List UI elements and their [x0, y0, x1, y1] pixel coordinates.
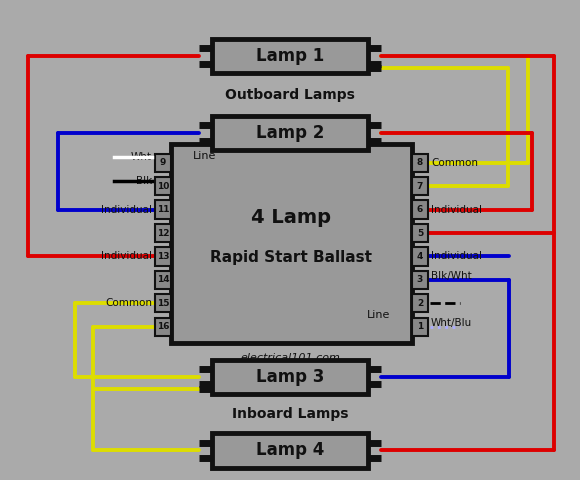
Text: 2: 2 [417, 299, 423, 308]
Text: Individual: Individual [431, 204, 482, 215]
FancyBboxPatch shape [155, 201, 171, 219]
Text: 12: 12 [157, 228, 169, 238]
FancyBboxPatch shape [155, 271, 171, 289]
Text: 10: 10 [157, 182, 169, 191]
Text: Blk: Blk [136, 176, 152, 186]
Text: Outboard Lamps: Outboard Lamps [225, 87, 355, 102]
Text: Blk/Wht: Blk/Wht [431, 271, 472, 281]
Text: 8: 8 [417, 158, 423, 167]
Text: Lamp 1: Lamp 1 [256, 47, 324, 65]
FancyBboxPatch shape [155, 224, 171, 242]
Text: 4 Lamp: 4 Lamp [252, 208, 331, 227]
FancyBboxPatch shape [171, 144, 412, 343]
FancyBboxPatch shape [212, 360, 368, 394]
FancyBboxPatch shape [155, 318, 171, 336]
FancyBboxPatch shape [412, 154, 428, 172]
FancyBboxPatch shape [155, 294, 171, 312]
Text: 15: 15 [157, 299, 169, 308]
Text: Individual: Individual [101, 204, 152, 215]
Text: 7: 7 [417, 182, 423, 191]
Text: Individual: Individual [101, 252, 152, 262]
Text: 5: 5 [417, 228, 423, 238]
FancyBboxPatch shape [412, 271, 428, 289]
Text: Common: Common [431, 158, 478, 168]
Text: Inboard Lamps: Inboard Lamps [232, 407, 348, 420]
Text: 4: 4 [417, 252, 423, 261]
Text: Individual: Individual [431, 252, 482, 262]
Text: Line: Line [367, 310, 390, 320]
FancyBboxPatch shape [412, 294, 428, 312]
FancyBboxPatch shape [412, 318, 428, 336]
Text: Wht: Wht [131, 152, 152, 162]
Text: 11: 11 [157, 205, 169, 214]
Text: 6: 6 [417, 205, 423, 214]
Text: Rapid Start Ballast: Rapid Start Ballast [211, 250, 372, 265]
Text: electrical101.com: electrical101.com [240, 353, 340, 363]
FancyBboxPatch shape [155, 177, 171, 195]
FancyBboxPatch shape [212, 39, 368, 73]
Text: 16: 16 [157, 322, 169, 331]
Text: Lamp 2: Lamp 2 [256, 124, 324, 142]
FancyBboxPatch shape [155, 247, 171, 265]
Text: 3: 3 [417, 276, 423, 285]
FancyBboxPatch shape [155, 154, 171, 172]
Text: 1: 1 [417, 322, 423, 331]
Text: Common: Common [105, 299, 152, 308]
Text: 14: 14 [157, 276, 169, 285]
FancyBboxPatch shape [212, 433, 368, 468]
FancyBboxPatch shape [212, 116, 368, 150]
Text: Lamp 4: Lamp 4 [256, 441, 324, 459]
FancyBboxPatch shape [412, 224, 428, 242]
Text: Line: Line [193, 151, 216, 161]
FancyBboxPatch shape [412, 177, 428, 195]
Text: 13: 13 [157, 252, 169, 261]
Text: Wht/Blu: Wht/Blu [431, 318, 472, 328]
FancyBboxPatch shape [412, 247, 428, 265]
FancyBboxPatch shape [412, 201, 428, 219]
Text: 9: 9 [160, 158, 166, 167]
Text: Lamp 3: Lamp 3 [256, 368, 324, 386]
